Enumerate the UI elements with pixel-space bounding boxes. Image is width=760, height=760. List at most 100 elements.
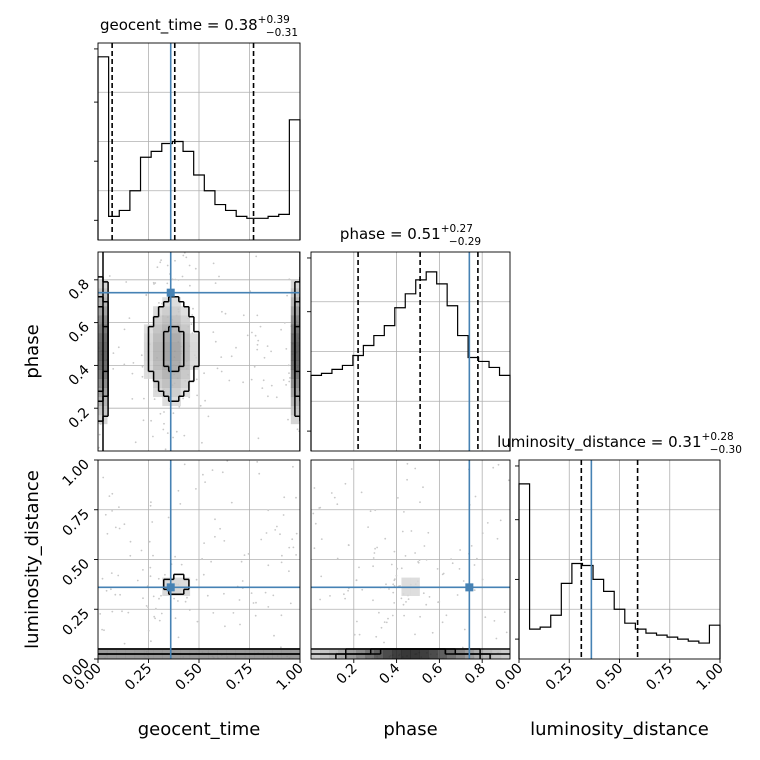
histogram-step (310, 271, 511, 451)
sample-point (261, 387, 264, 389)
sample-point (242, 381, 245, 384)
sample-point (185, 256, 188, 259)
truth-marker (166, 288, 175, 297)
sample-point (183, 434, 186, 437)
sample-point (264, 591, 267, 594)
sample-point (267, 395, 269, 398)
sample-point (166, 264, 169, 267)
sample-point (496, 537, 499, 540)
sample-point (111, 510, 113, 512)
sample-point (219, 527, 222, 530)
density-cell (171, 378, 181, 388)
sample-point (239, 623, 241, 626)
sample-point (280, 614, 283, 617)
density-cell (180, 342, 191, 352)
density-cell (189, 333, 200, 343)
sample-point (111, 610, 114, 613)
sample-point (333, 496, 336, 499)
sample-point (159, 261, 162, 264)
sample-point (141, 375, 144, 378)
sample-point (441, 573, 444, 576)
sample-point (383, 641, 385, 644)
sample-point (136, 579, 139, 582)
axes-frame (97, 42, 301, 241)
sample-point (114, 593, 117, 596)
sample-point (279, 533, 281, 536)
sample-point (259, 325, 262, 328)
density-cell (437, 649, 447, 659)
sample-point (374, 547, 376, 550)
panel-title: geocent_time = 0.38+0.39 −0.31 (100, 14, 298, 39)
sample-point (226, 460, 229, 462)
density-cell (162, 315, 172, 325)
sample-point (132, 362, 135, 364)
density-cell (153, 369, 163, 379)
sample-point (141, 365, 144, 368)
sample-point (162, 428, 165, 431)
sample-point (103, 629, 105, 632)
sample-point (214, 518, 216, 521)
sample-point (336, 557, 339, 560)
sample-point (267, 606, 270, 608)
sample-point (406, 462, 409, 465)
sample-point (292, 465, 294, 468)
sample-point (393, 602, 396, 604)
x-tick-label: 1.00 (273, 661, 306, 694)
density-cell (143, 369, 154, 379)
sample-point (256, 314, 259, 317)
sample-point (358, 633, 361, 636)
x-tick-label: 0.75 (223, 661, 256, 694)
histogram-step (97, 56, 301, 240)
sample-point (403, 511, 405, 513)
density-cell (180, 387, 191, 398)
x-tick-label: 0.50 (593, 661, 626, 694)
density-cell (180, 315, 191, 325)
sample-point (203, 542, 206, 544)
sample-point (143, 397, 145, 400)
title-sup: +0.28 (702, 431, 734, 443)
sample-point (495, 637, 498, 640)
sample-point (188, 264, 191, 267)
sample-point (117, 346, 120, 349)
sample-point (158, 597, 160, 600)
y-axis-label: luminosity_distance (22, 470, 43, 649)
sample-point (183, 463, 186, 466)
sample-point (134, 441, 137, 444)
sample-point (210, 560, 213, 563)
sample-point (212, 262, 215, 265)
sample-point (470, 545, 473, 547)
panel-title: phase = 0.51+0.27 −0.29 (340, 223, 481, 248)
sample-point (419, 501, 421, 504)
sample-point (123, 363, 126, 366)
sample-point (343, 593, 345, 596)
sample-point (319, 506, 322, 509)
sample-point (282, 379, 285, 381)
sample-point (221, 471, 224, 474)
density-cell (162, 387, 172, 398)
sample-point (273, 634, 275, 637)
sample-point (247, 553, 250, 555)
sample-point (110, 572, 113, 574)
sample-point (140, 354, 143, 357)
sample-point (181, 275, 184, 278)
density-cell (171, 387, 181, 398)
sample-point (150, 640, 152, 643)
density-cell (428, 649, 438, 659)
sample-point (436, 568, 439, 570)
density-cell (189, 360, 200, 370)
y-tick-label: 0.4 (66, 362, 93, 389)
density-cell (410, 577, 420, 587)
sample-point (152, 554, 154, 557)
density-cell (162, 360, 172, 370)
sample-point (156, 266, 159, 269)
sample-point (369, 510, 372, 513)
sample-point (265, 532, 268, 534)
sample-point (214, 535, 216, 538)
sample-point (275, 396, 278, 399)
sample-point (419, 615, 421, 618)
y-tick-label: 1.00 (59, 457, 92, 490)
sample-point (463, 628, 466, 631)
sample-point (160, 612, 163, 615)
density-cell (162, 342, 172, 352)
